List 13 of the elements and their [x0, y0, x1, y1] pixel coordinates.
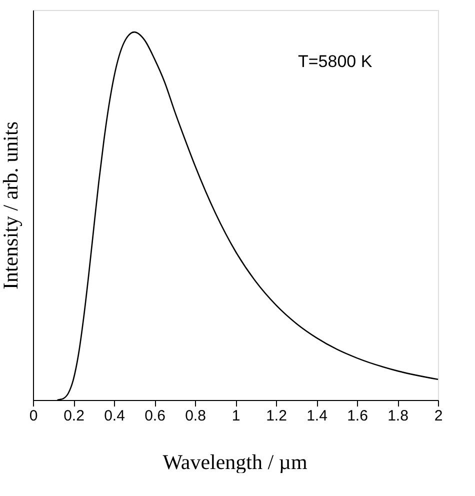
x-tick-label: 1.2	[266, 408, 287, 424]
annotation: T=5800 K	[298, 52, 373, 71]
y-axis-title: Intensity / arb. units	[0, 122, 22, 290]
x-tick-label: 1.4	[306, 408, 328, 424]
x-tick-label: 0.2	[64, 408, 84, 424]
x-tick-label: 0	[29, 408, 38, 424]
x-tick-label: 2	[434, 408, 443, 424]
x-tick-label: 0.6	[144, 408, 166, 424]
x-tick-label: 1.8	[388, 408, 408, 424]
x-tick-label: 1	[232, 408, 240, 424]
x-tick-label: 0.4	[104, 408, 125, 424]
x-tick-label: 0.8	[185, 408, 206, 424]
x-tick-label: 1.6	[347, 408, 368, 424]
